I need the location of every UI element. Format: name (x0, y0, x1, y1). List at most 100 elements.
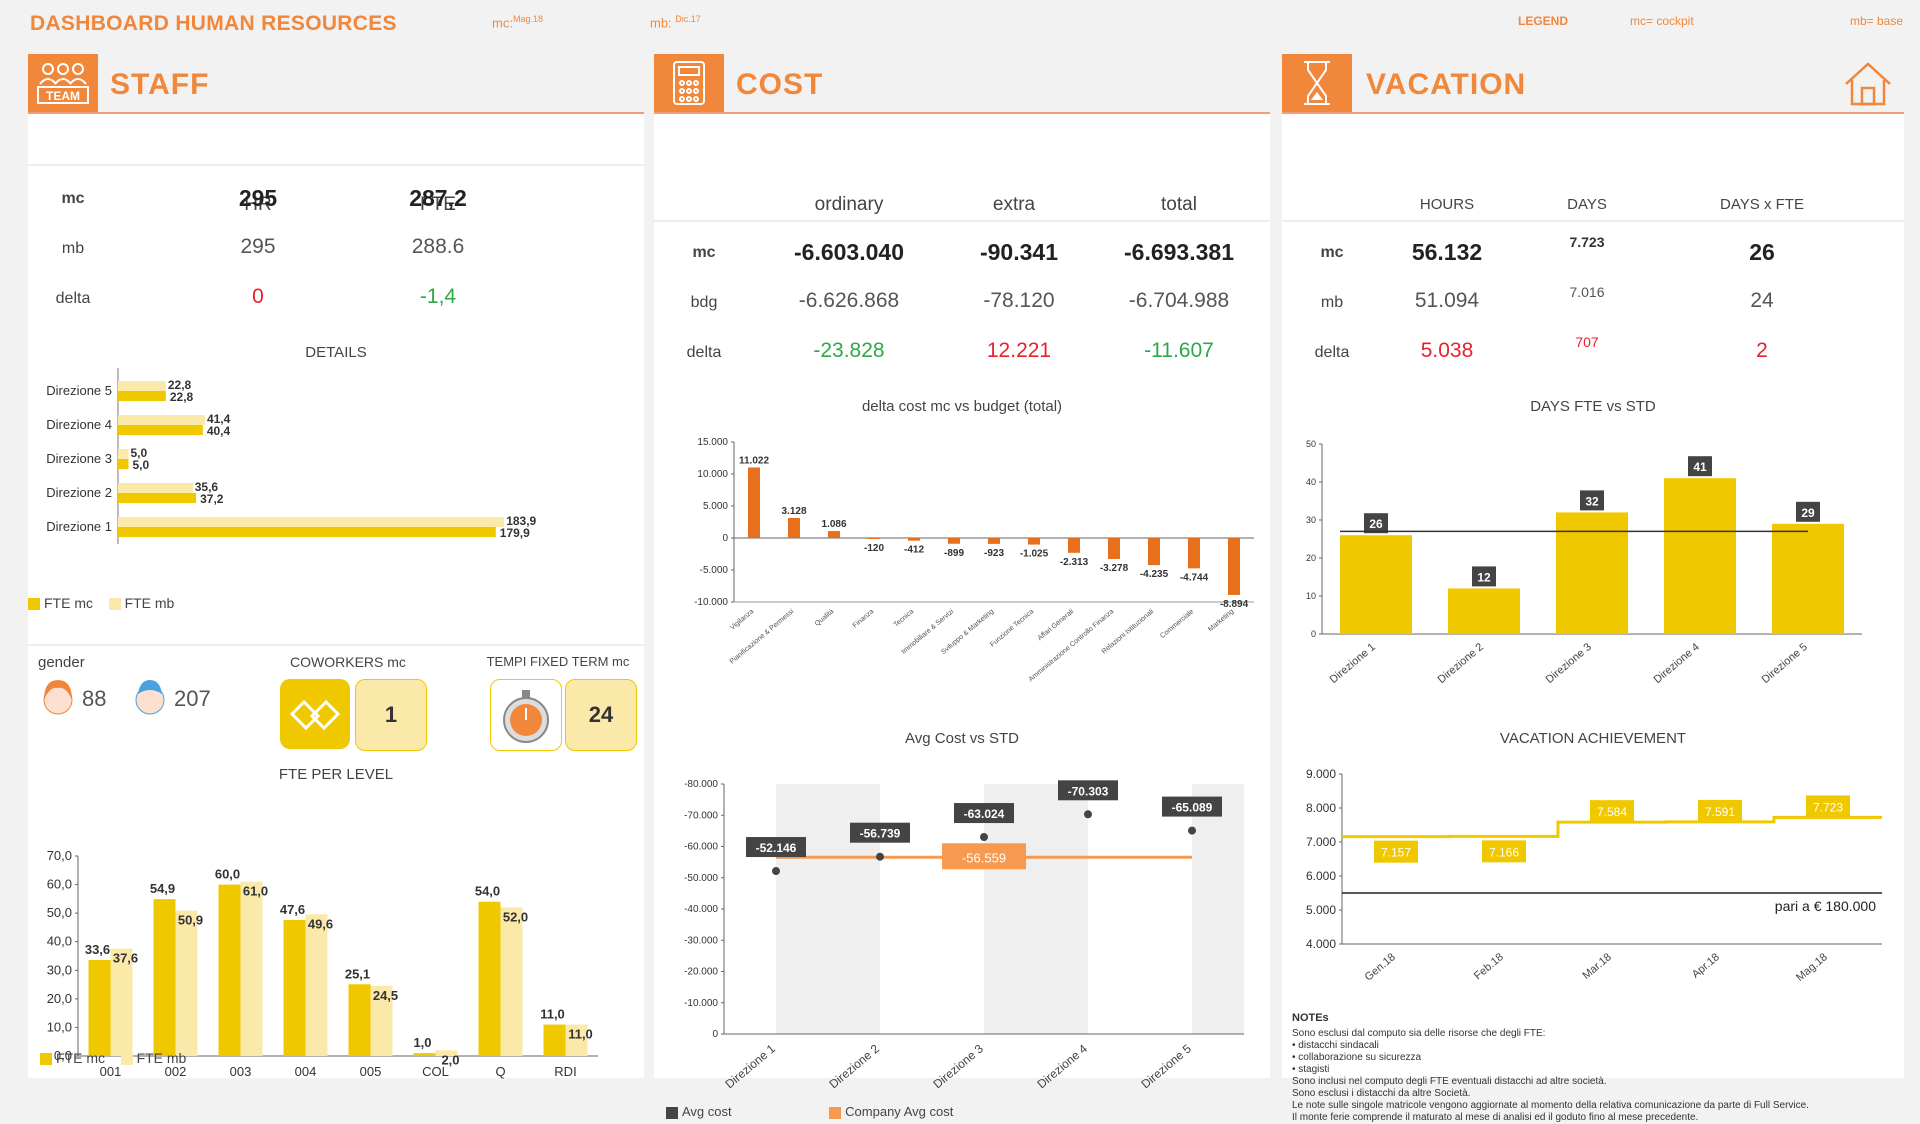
level-category-label: Q (495, 1064, 505, 1079)
details-bar-mb (118, 517, 505, 527)
level-label-mc: 11,0 (540, 1007, 565, 1022)
details-label-mb: 5,0 (131, 446, 148, 460)
vac-days-mc: 7.723 (1569, 234, 1605, 250)
level-bar-mb (370, 986, 393, 1056)
details-legend: FTE mc FTE mb (28, 595, 174, 611)
details-category-label: Direzione 1 (46, 519, 112, 534)
details-label-mb: 35,6 (195, 480, 219, 494)
level-ytick: 60,0 (47, 877, 72, 892)
cost-row-label: mc (692, 244, 716, 261)
cost-header: COST (654, 54, 1270, 114)
vacation-header: VACATION (1282, 54, 1904, 114)
level-bar-mb (435, 1050, 458, 1056)
avg-category-label: Direzione 2 (826, 1041, 882, 1091)
level-category-label: RDI (554, 1064, 576, 1079)
delta-category-label: Tecnica (893, 608, 916, 629)
delta-category-label: Qualità (814, 608, 836, 628)
company-avg-label-box (942, 843, 1026, 870)
home-icon[interactable] (1840, 58, 1896, 108)
details-bar-mb (118, 415, 205, 425)
avg-band (776, 784, 880, 1034)
avg-label-box (954, 803, 1014, 824)
avg-category-label: Direzione 3 (930, 1041, 986, 1091)
delta-bar (1068, 538, 1080, 553)
delta-value-label: -412 (904, 545, 924, 556)
level-category-label: 005 (360, 1064, 382, 1079)
details-label-mc: 179,9 (500, 526, 530, 540)
hourglass-icon (1282, 54, 1352, 112)
level-bar-mb (110, 948, 133, 1056)
male-icon (135, 680, 165, 715)
level-bar-mc (88, 960, 111, 1056)
cost-ordinary-delta: -23.828 (813, 339, 885, 362)
delta-bar (1148, 538, 1160, 566)
delta-value-label: -4.744 (1180, 572, 1209, 583)
ach-category-label: Mag.18 (1794, 951, 1830, 984)
mb-label: mb: (650, 15, 672, 31)
notes-title: NOTEs (1292, 1012, 1329, 1024)
vacation-panel: VACATION HOURS DAYS DAYS x FTE mc 56.132… (1282, 54, 1904, 1123)
delta-bar (1028, 538, 1040, 545)
legend-company-avg: Company Avg cost (845, 1104, 954, 1119)
level-bar-mb (565, 1024, 588, 1056)
days-bar (1340, 535, 1412, 634)
legend-fte-mb: FTE mb (124, 595, 175, 611)
days-category-label: Direzione 5 (1760, 641, 1810, 686)
details-bar-mc (118, 493, 197, 503)
level-label-mb: 37,6 (113, 951, 138, 966)
days-label-box (1472, 566, 1496, 587)
days-bar (1664, 478, 1736, 634)
level-label-mc: 33,6 (85, 942, 110, 957)
staff-hr-delta: 0 (252, 285, 264, 308)
coworkers-label: COWORKERS mc (290, 654, 406, 670)
details-label-mc: 37,2 (200, 492, 224, 506)
avg-ytick: -40.000 (684, 904, 718, 915)
staff-header: TEAM STAFF (28, 54, 644, 114)
note-line: • distacchi sindacali (1292, 1040, 1379, 1051)
ach-category-label: Gen.18 (1363, 951, 1398, 983)
days-value-label: 29 (1801, 506, 1815, 520)
details-bar-mc (118, 391, 166, 401)
avg-ytick: -70.000 (684, 810, 718, 821)
delta-category-label: Pianificazione & Permessi (729, 608, 796, 666)
cost-extra-delta: 12.221 (986, 339, 1052, 362)
avg-cost-chart: -80.000 -70.000 -60.000 -50.000 -40.000 -30.0… (684, 779, 1244, 1091)
level-ytick: 40,0 (47, 934, 72, 949)
vacation-achievement-title: VACATION ACHIEVEMENT (1499, 730, 1687, 747)
avg-label-box (850, 822, 910, 843)
delta-value-label: -120 (864, 543, 884, 554)
avg-point (1084, 810, 1092, 819)
female-icon (43, 680, 73, 715)
vac-days-delta: 707 (1575, 334, 1599, 350)
level-label-mc: 1,0 (413, 1035, 431, 1050)
cost-row-label: delta (686, 344, 722, 361)
delta-ytick: -10.000 (694, 597, 728, 608)
staff-kpi-table: HR FTE (28, 122, 644, 222)
details-category-label: Direzione 3 (46, 451, 112, 466)
ach-threshold-label: pari a € 180.000 (1775, 898, 1876, 914)
staff-row-label: delta (55, 290, 91, 307)
days-category-label: Direzione 4 (1652, 641, 1702, 686)
details-bar-mb (118, 449, 129, 459)
delta-category-label: Funzione Tecnica (989, 608, 1035, 648)
notes-section: NOTEs Sono esclusi dal computo sia delle… (1292, 1012, 1892, 1124)
ach-ytick: 6.000 (1306, 869, 1336, 883)
delta-bar (788, 517, 800, 538)
details-label-mc: 22,8 (170, 390, 194, 404)
cost-row-label: bdg (690, 294, 718, 311)
days-fte-title: DAYS FTE vs STD (1530, 398, 1656, 415)
level-bar-mc (543, 1024, 566, 1056)
details-title: DETAILS (305, 344, 367, 361)
ach-category-label: Apr.18 (1690, 951, 1722, 981)
details-bar-mc (118, 459, 129, 469)
legend-label: LEGEND (1518, 14, 1569, 28)
col-extra: extra (992, 194, 1036, 215)
details-label-mb: 22,8 (168, 378, 192, 392)
days-ytick: 50 (1306, 439, 1316, 449)
mb-value: Dic.17 (675, 14, 701, 24)
delta-value-label: -2.313 (1060, 557, 1089, 568)
days-bar (1556, 512, 1628, 634)
avg-ytick: 0 (712, 1029, 718, 1040)
avg-value-label: -63.024 (964, 807, 1005, 821)
days-label-box (1364, 513, 1388, 534)
